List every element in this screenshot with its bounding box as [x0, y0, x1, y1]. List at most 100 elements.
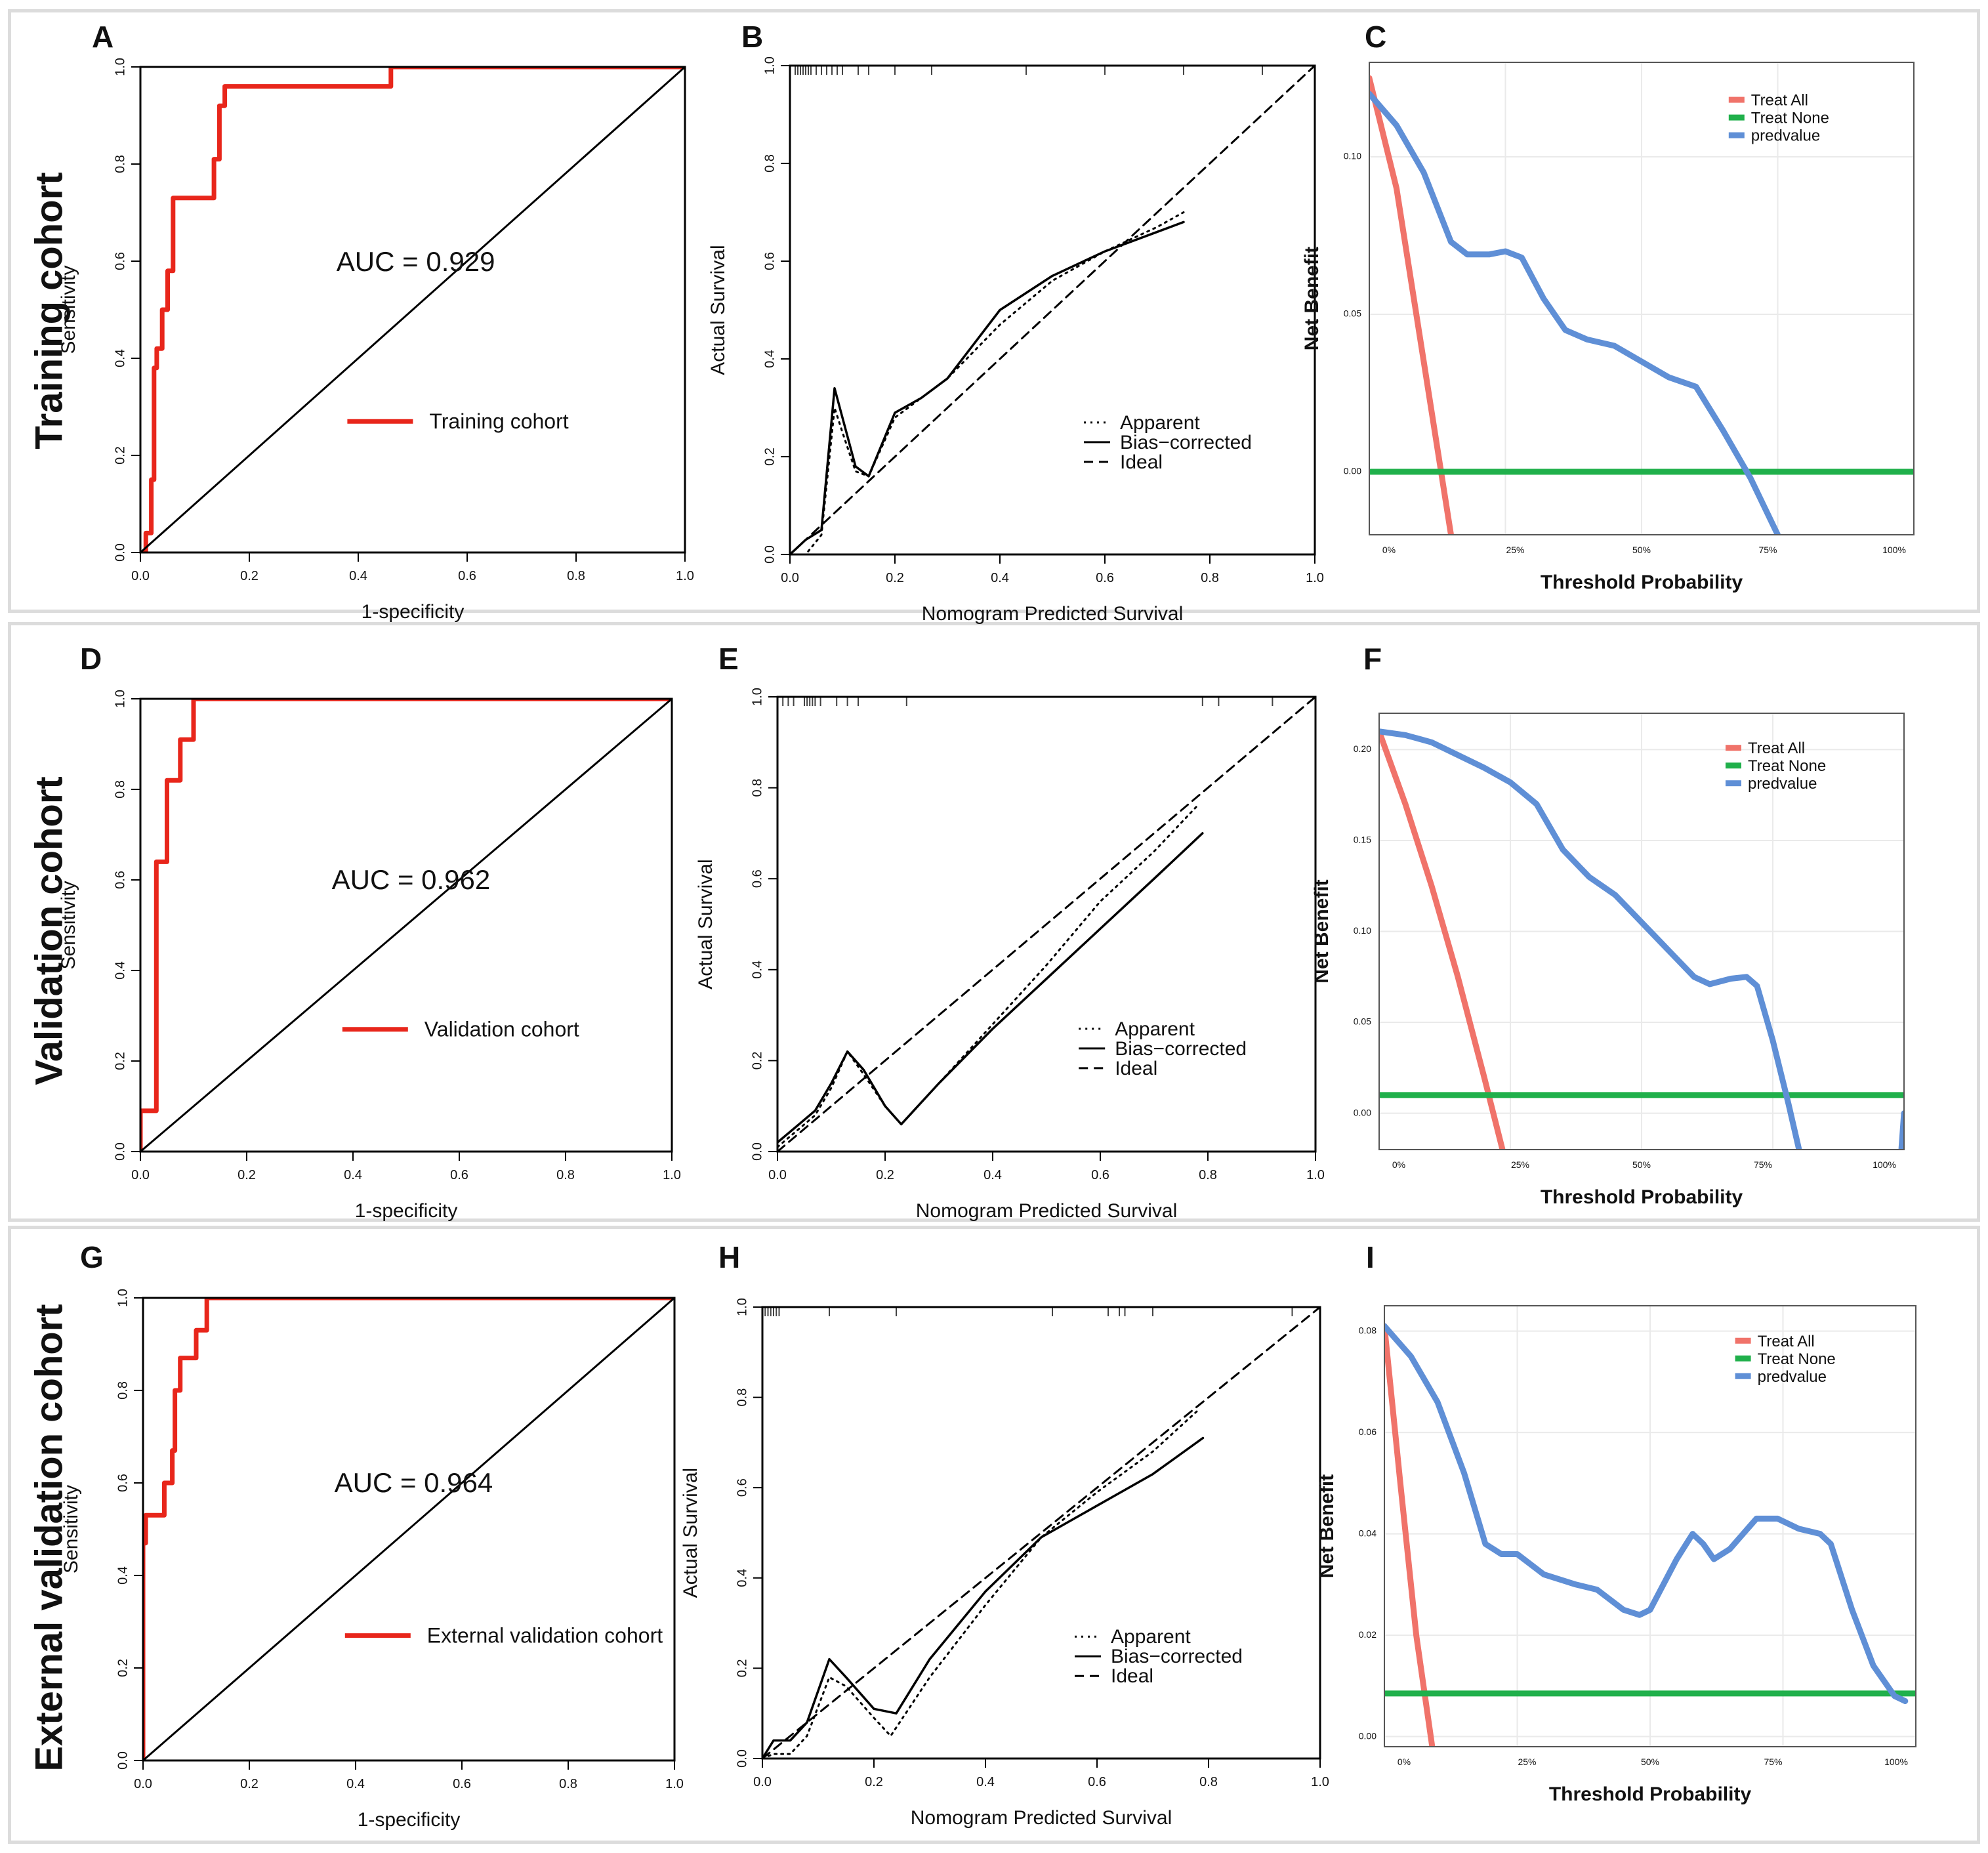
- legend-label: predvalue: [1758, 1368, 1827, 1386]
- panel-letter-F: F: [1363, 642, 1382, 676]
- y-tick-label: 0.8: [750, 779, 764, 797]
- x-tick-label: 0.0: [768, 1168, 787, 1182]
- chart-A: A 0.0 0.2 0.4 0.6 0.8 1.0 0.0 0.2 0.4 0.6 0.8 1.0 1-s…: [58, 20, 694, 623]
- legend-label: Apparent: [1115, 1018, 1195, 1040]
- panel-letter-G: G: [80, 1240, 104, 1274]
- y-tick-label: 0.00: [1354, 1107, 1371, 1117]
- plot-frame: [142, 1297, 676, 1762]
- plot-frame: [761, 1306, 1321, 1760]
- x-tick-label: 0.0: [781, 571, 799, 585]
- y-tick-label: 0.6: [113, 252, 127, 270]
- legend-label: Treat All: [1751, 92, 1808, 110]
- chart-D: D 0.0 0.2 0.4 0.6 0.8 1.0 0.0 0.2 0.4 0.6 0.8 1.0 1-s…: [58, 642, 681, 1222]
- panel-letter-H: H: [718, 1240, 740, 1274]
- x-axis-label: 1-specificity: [362, 601, 465, 623]
- y-tick-label: 0.8: [762, 154, 777, 173]
- y-tick-label: 0.0: [750, 1142, 764, 1161]
- x-tick-label: 0%: [1392, 1159, 1405, 1170]
- bias-corrected-line: [762, 1436, 1205, 1759]
- panel-letter-E: E: [718, 642, 739, 676]
- x-tick-label: 0.6: [453, 1777, 471, 1791]
- y-tick-label: 1.0: [113, 690, 127, 708]
- panel-letter-D: D: [80, 642, 102, 676]
- y-tick-label: 0.8: [115, 1381, 130, 1400]
- x-tick-label: 50%: [1632, 1159, 1651, 1170]
- x-axis-label: Nomogram Predicted Survival: [911, 1807, 1172, 1829]
- chart-B: B 0.0 0.2 0.4 0.6 0.8 1.0 0.0 0.2 0.4 0.6 0.8 1.0 Nom…: [707, 20, 1324, 625]
- x-tick-label: 1.0: [1306, 571, 1324, 585]
- row-panel-external: [8, 1226, 1980, 1844]
- y-tick-label: 0.2: [113, 446, 127, 465]
- x-tick-label: 75%: [1754, 1159, 1772, 1170]
- x-tick-label: 1.0: [1311, 1775, 1329, 1789]
- y-tick-label: 0.02: [1359, 1629, 1377, 1640]
- y-tick-label: 0.00: [1359, 1730, 1377, 1741]
- x-tick-label: 0.8: [567, 569, 585, 583]
- y-tick-label: 0.2: [750, 1051, 764, 1070]
- bias-corrected-line: [790, 220, 1185, 554]
- roc-curve: [140, 699, 672, 1152]
- bias-corrected-line: [777, 832, 1204, 1144]
- y-tick-label: 0.0: [762, 545, 777, 564]
- y-axis-label: Net Benefit: [1301, 247, 1323, 350]
- y-tick-label: 0.6: [113, 871, 127, 889]
- legend-label: predvalue: [1751, 127, 1820, 145]
- legend-swatch: [1728, 114, 1745, 121]
- y-tick-label: 0.4: [115, 1566, 130, 1585]
- panel-letter-B: B: [741, 20, 763, 54]
- y-tick-label: 0.4: [750, 961, 764, 979]
- x-tick-label: 0.4: [984, 1168, 1002, 1182]
- y-tick-label: 0.20: [1354, 743, 1371, 754]
- panel-letter-A: A: [92, 20, 114, 54]
- legend-swatch: [1726, 745, 1741, 751]
- x-tick-label: 0.0: [753, 1775, 772, 1789]
- y-tick-label: 0.2: [113, 1052, 127, 1070]
- y-axis-label: Net Benefit: [1316, 1474, 1338, 1578]
- x-tick-label: 0.0: [131, 569, 150, 583]
- y-tick-label: 0.2: [115, 1659, 130, 1677]
- legend-swatch: [1728, 132, 1745, 138]
- x-tick-label: 1.0: [1306, 1168, 1325, 1182]
- reference-line: [140, 67, 685, 552]
- x-tick-label: 75%: [1764, 1757, 1782, 1767]
- legend-label: predvalue: [1748, 775, 1817, 793]
- row-panel-validation: [8, 622, 1980, 1222]
- x-tick-label: 0.6: [450, 1168, 468, 1182]
- x-tick-label: 1.0: [665, 1777, 684, 1791]
- y-tick-label: 0.15: [1354, 835, 1371, 845]
- plot-frame: [1384, 1305, 1916, 1747]
- y-axis-label: Sensitivity: [60, 1485, 82, 1573]
- x-tick-label: 0.8: [1201, 571, 1219, 585]
- y-tick-label: 1.0: [735, 1298, 749, 1316]
- legend-label: Treat All: [1758, 1333, 1815, 1350]
- y-tick-label: 0.2: [762, 448, 777, 466]
- x-tick-label: 0.4: [991, 571, 1009, 585]
- legend-label: Treat All: [1748, 739, 1805, 757]
- y-tick-label: 0.08: [1359, 1325, 1377, 1335]
- y-tick-label: 0.8: [735, 1388, 749, 1407]
- legend-label: Training cohort: [429, 409, 568, 433]
- x-tick-label: 0.2: [886, 571, 904, 585]
- legend-label: Bias−corrected: [1120, 432, 1252, 453]
- x-axis-label: Threshold Probability: [1541, 572, 1743, 593]
- x-tick-label: 0%: [1382, 545, 1396, 555]
- auc-annotation: AUC = 0.962: [332, 864, 491, 895]
- auc-annotation: AUC = 0.929: [337, 246, 495, 277]
- legend-label: Apparent: [1120, 412, 1200, 434]
- x-axis-label: 1-specificity: [355, 1200, 458, 1222]
- x-tick-label: 0.2: [238, 1168, 256, 1182]
- y-tick-label: 0.0: [113, 1142, 127, 1161]
- x-tick-label: 50%: [1641, 1757, 1659, 1767]
- y-tick-label: 0.10: [1344, 151, 1361, 161]
- y-tick-label: 0.2: [735, 1659, 749, 1677]
- x-tick-label: 0.8: [556, 1168, 575, 1182]
- x-tick-label: 25%: [1511, 1159, 1529, 1170]
- y-tick-label: 0.6: [735, 1478, 749, 1497]
- chart-G: G 0.0 0.2 0.4 0.6 0.8 1.0 0.0 0.2 0.4 0.6 0.8 1.0 1-s…: [60, 1240, 684, 1831]
- x-tick-label: 0.2: [865, 1775, 883, 1789]
- y-tick-label: 0.04: [1359, 1528, 1377, 1538]
- legend-label: Treat None: [1748, 757, 1826, 775]
- x-tick-label: 0.4: [346, 1777, 365, 1791]
- auc-annotation: AUC = 0.964: [335, 1467, 493, 1498]
- x-tick-label: 100%: [1873, 1159, 1896, 1170]
